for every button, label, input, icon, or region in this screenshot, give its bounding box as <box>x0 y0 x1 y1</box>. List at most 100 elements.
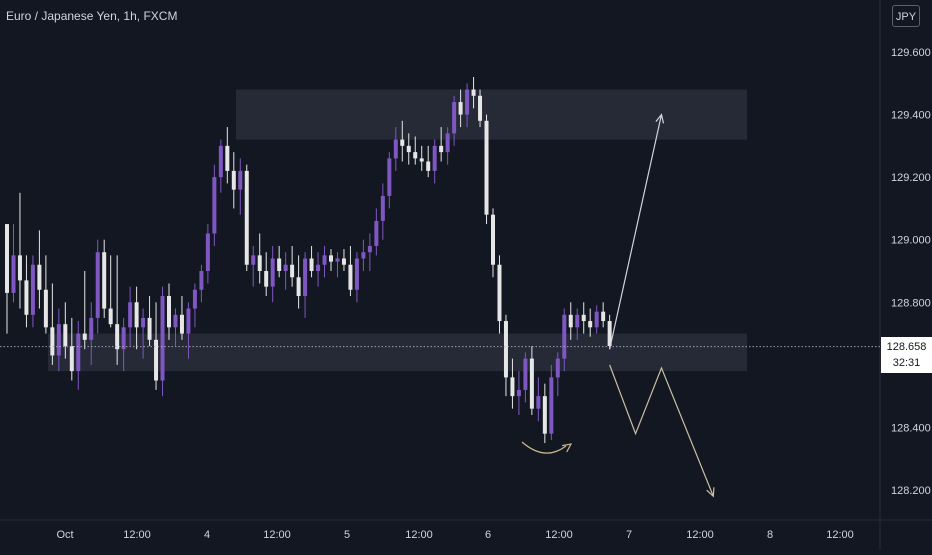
candle-body <box>30 264 35 315</box>
bar-countdown: 32:31 <box>892 357 921 369</box>
candle-body <box>458 102 463 115</box>
bullish-arrowhead <box>655 113 665 124</box>
candle-body <box>141 317 146 328</box>
candle-body <box>225 145 230 171</box>
candle-body <box>160 296 165 381</box>
candle-body <box>277 258 282 271</box>
candle-body <box>432 145 437 171</box>
candle-body <box>510 377 515 397</box>
y-axis-tick-label: 129.600 <box>891 47 931 59</box>
candle-body <box>413 152 418 159</box>
candle-body <box>192 289 197 309</box>
candle-body <box>264 271 269 287</box>
candle-body <box>568 314 573 328</box>
x-axis-tick-label: 12:00 <box>545 529 573 541</box>
candle-body <box>594 311 599 328</box>
candle-body <box>167 296 171 328</box>
candle-body <box>218 145 223 178</box>
curve-arrowhead <box>562 443 573 453</box>
candle-body <box>536 396 541 409</box>
last-price-label: 128.658 32:31 <box>881 337 932 373</box>
candle-body <box>452 102 457 134</box>
x-axis-tick-label: 12:00 <box>826 529 854 541</box>
candle-body <box>108 308 113 325</box>
currency-button[interactable]: JPY <box>892 5 920 27</box>
candle-body <box>335 258 340 262</box>
y-axis-tick-label: 129.200 <box>891 172 931 184</box>
y-axis-tick-label: 128.400 <box>891 422 931 434</box>
candle-body <box>309 258 314 271</box>
candle-body <box>497 264 502 322</box>
candle-body <box>439 145 444 153</box>
y-axis-tick-label: 128.200 <box>891 485 931 497</box>
candle-body <box>283 264 288 271</box>
candle-body <box>179 314 184 334</box>
candle-body <box>601 311 606 322</box>
candle-body <box>380 195 385 221</box>
candle-body <box>322 255 327 265</box>
candle-body <box>82 333 87 340</box>
x-axis-tick-label: 6 <box>485 529 491 541</box>
candle-body <box>478 95 483 121</box>
candle-body <box>43 289 48 328</box>
bearish-arrowhead <box>706 487 715 498</box>
candle-body <box>555 358 560 378</box>
candle-body <box>523 358 528 390</box>
candle-body <box>367 245 372 253</box>
x-axis-tick-label: 7 <box>626 529 632 541</box>
candle-body <box>549 377 554 434</box>
candle-body <box>406 145 411 153</box>
chart-title: Euro / Japanese Yen, 1h, FXCM <box>6 9 178 23</box>
candle-body <box>341 258 346 265</box>
candle-body <box>348 264 353 290</box>
candle-body <box>121 327 126 350</box>
candle-body <box>173 314 178 328</box>
candle-body <box>199 271 204 290</box>
bearish-projection-arrow <box>609 364 714 497</box>
x-axis-tick-label: 12:00 <box>405 529 433 541</box>
candle-body <box>607 321 612 347</box>
candle-body <box>503 321 508 378</box>
candle-body <box>516 389 521 397</box>
candle-body <box>102 252 107 309</box>
resistance-zone <box>236 89 747 140</box>
candle-body <box>205 233 210 271</box>
curve-annotation <box>521 441 567 454</box>
candle-body <box>244 170 249 265</box>
candle-body <box>588 321 593 328</box>
candle-body <box>484 120 489 215</box>
candle-body <box>128 302 133 328</box>
candle-body <box>212 177 217 234</box>
candle-body <box>231 170 236 190</box>
candle-body <box>63 324 68 347</box>
candle-body <box>581 314 586 322</box>
candle-body <box>89 317 94 340</box>
candle-body <box>50 327 55 356</box>
candle-body <box>491 214 495 265</box>
candle-body <box>186 308 191 334</box>
candle-body <box>69 346 74 372</box>
candle-body <box>95 252 100 318</box>
x-axis-tick-label: 5 <box>344 529 350 541</box>
candle-body <box>316 264 321 271</box>
x-axis-tick-label: 4 <box>204 529 210 541</box>
candle-body <box>238 170 243 190</box>
y-axis-tick-label: 129.000 <box>891 235 931 247</box>
candle-body <box>426 161 431 171</box>
x-axis-tick-label: 12:00 <box>123 529 151 541</box>
candle-body <box>257 255 262 271</box>
candle-body <box>11 255 16 293</box>
candle-body <box>445 133 450 153</box>
candle-body <box>387 158 392 196</box>
candle-body <box>529 358 534 409</box>
candle-body <box>154 339 159 381</box>
candle-body <box>134 302 139 328</box>
y-axis-tick-label: 129.400 <box>891 110 931 122</box>
candle-body <box>374 220 379 246</box>
candle-body <box>465 89 470 115</box>
bullish-projection-arrow <box>609 114 663 350</box>
candle-body <box>17 255 22 281</box>
candle-body <box>329 255 333 262</box>
